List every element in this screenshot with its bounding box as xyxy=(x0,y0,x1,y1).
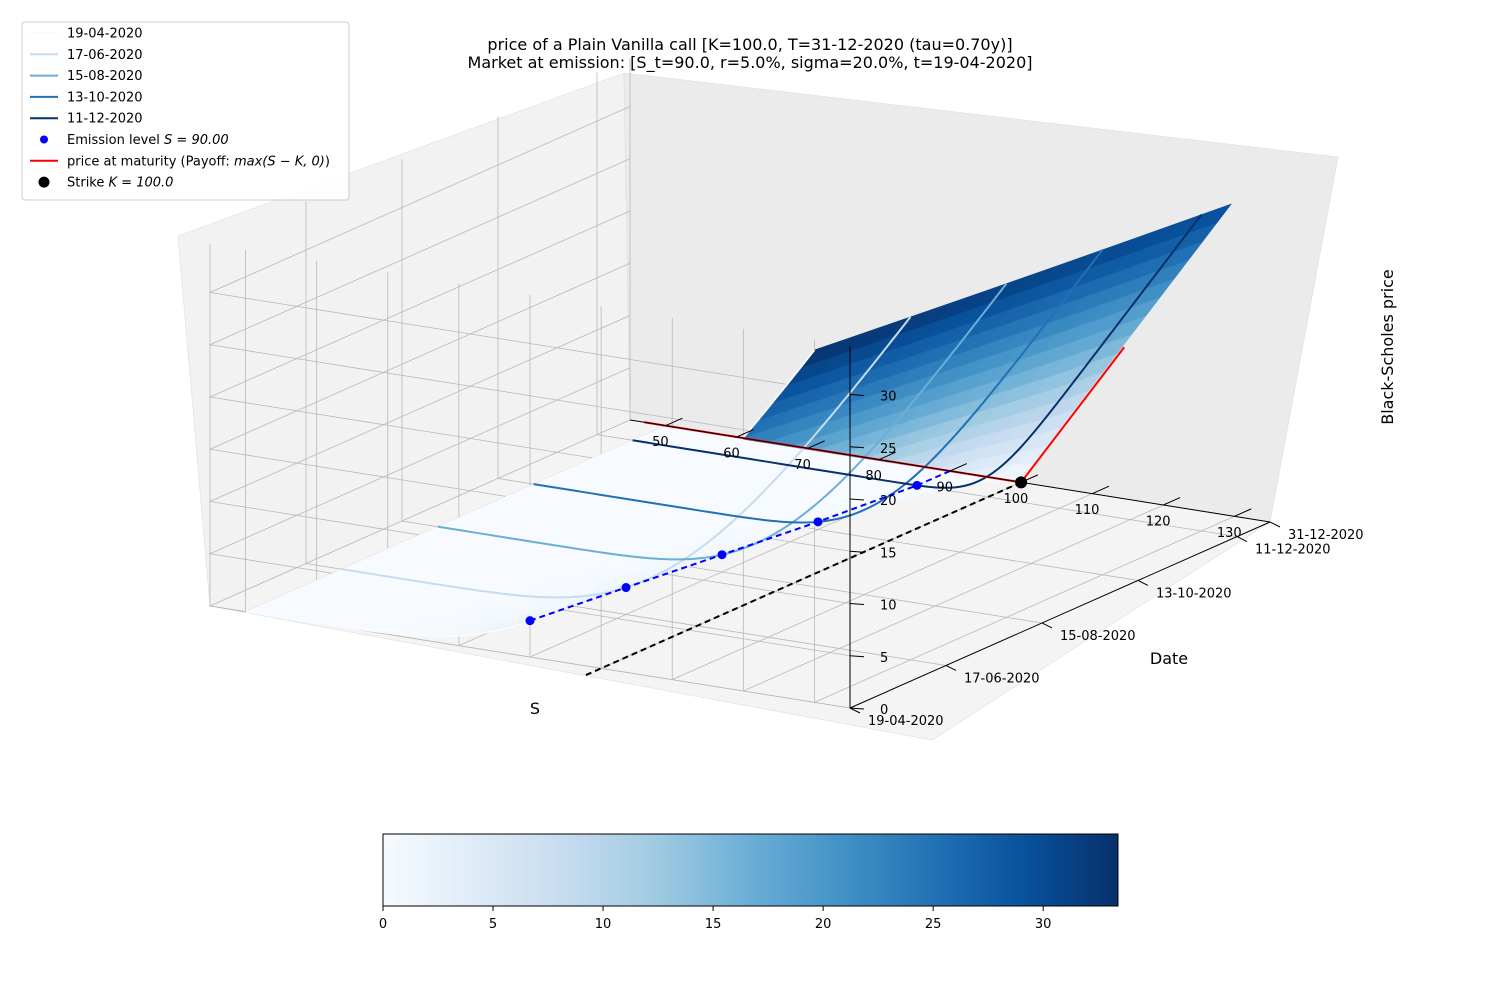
y-tick-label: 13-10-2020 xyxy=(1156,586,1232,601)
legend-label: 13-10-2020 xyxy=(67,90,143,105)
z-axis-label: Black-Scholes price xyxy=(1378,269,1397,424)
colorbar-tick-label: 15 xyxy=(705,917,722,932)
legend-item: 17-06-2020 xyxy=(30,48,143,63)
colorbar-tick-label: 20 xyxy=(815,917,832,932)
colorbar-ticks: 0 5 10 15 20 25 30 xyxy=(379,906,1052,932)
x-axis-ticks: 50 60 70 80 90 100 110 120 130 xyxy=(629,417,1271,541)
colorbar-tick-label: 25 xyxy=(925,917,942,932)
legend-item: 13-10-2020 xyxy=(30,90,143,105)
colorbar-tick-label: 30 xyxy=(1035,917,1052,932)
legend-label: 19-04-2020 xyxy=(67,27,143,42)
emission-point xyxy=(525,616,535,626)
legend-swatch xyxy=(38,176,50,188)
z-tick-label: 15 xyxy=(880,546,897,561)
x-tick-label: 90 xyxy=(937,481,954,496)
legend-item: Emission level S = 90.00 xyxy=(40,133,229,148)
z-tick-label: 0 xyxy=(880,703,888,718)
emission-point xyxy=(912,480,922,490)
z-axis-ticks: 0 5 10 15 20 25 30 xyxy=(849,345,897,718)
colorbar xyxy=(382,833,1119,907)
surface-patch xyxy=(1199,203,1233,230)
x-tick-label: 70 xyxy=(794,458,811,473)
colorbar-gradient xyxy=(382,833,1119,907)
z-tick-label: 30 xyxy=(880,390,897,405)
legend-label: 17-06-2020 xyxy=(67,48,143,63)
x-tick-label: 130 xyxy=(1217,526,1242,541)
legend-item: 19-04-2020 xyxy=(30,27,143,42)
legend-label: 11-12-2020 xyxy=(67,112,143,127)
z-tick-label: 20 xyxy=(880,494,897,509)
x-tick-label: 60 xyxy=(723,447,740,462)
colorbar-tick-label: 10 xyxy=(595,917,612,932)
x-tick-label: 100 xyxy=(1003,492,1028,507)
legend-label: price at maturity (Payoff: max(S − K, 0)… xyxy=(67,154,330,169)
colorbar-tick-label: 0 xyxy=(379,917,387,932)
y-tick-label: 31-12-2020 xyxy=(1288,528,1364,543)
x-tick-label: 120 xyxy=(1146,515,1171,530)
z-tick-label: 25 xyxy=(880,442,897,457)
z-tick-label: 10 xyxy=(880,599,897,614)
x-axis-label: S xyxy=(530,699,540,718)
chart-title-line1: price of a Plain Vanilla call [K=100.0, … xyxy=(487,35,1012,54)
legend-box xyxy=(21,21,350,201)
z-tick-label: 5 xyxy=(880,651,888,666)
emission-point xyxy=(621,583,631,593)
emission-line xyxy=(529,470,951,622)
y-tick-label: 19-04-2020 xyxy=(868,714,944,729)
y-tick-label: 15-08-2020 xyxy=(1060,629,1136,644)
legend-swatch xyxy=(40,135,48,144)
legend-label: 15-08-2020 xyxy=(67,69,143,84)
y-tick-label: 11-12-2020 xyxy=(1255,543,1331,558)
colorbar-tick-label: 5 xyxy=(489,917,497,932)
x-tick-label: 50 xyxy=(652,435,669,450)
legend-item: 15-08-2020 xyxy=(30,69,143,84)
legend-label: Emission level S = 90.00 xyxy=(67,133,229,148)
emission-point xyxy=(717,550,727,560)
chart-title-line2: Market at emission: [S_t=90.0, r=5.0%, s… xyxy=(468,53,1033,73)
y-axis-label: Date xyxy=(1150,649,1188,668)
legend-item: price at maturity (Payoff: max(S − K, 0)… xyxy=(30,154,330,169)
x-tick-label: 110 xyxy=(1075,503,1100,518)
emission-point xyxy=(813,517,823,527)
y-axis-ticks: 19-04-2020 17-06-2020 15-08-2020 13-10-2020… xyxy=(849,521,1364,729)
legend-item: 11-12-2020 xyxy=(30,112,143,127)
legend: 19-04-2020 17-06-2020 15-08-2020 13-10-2020… xyxy=(21,21,350,201)
x-tick-label: 80 xyxy=(865,469,882,484)
y-tick-label: 17-06-2020 xyxy=(964,671,1040,686)
legend-item: Strike K = 100.0 xyxy=(38,176,173,191)
legend-label: Strike K = 100.0 xyxy=(67,176,173,191)
